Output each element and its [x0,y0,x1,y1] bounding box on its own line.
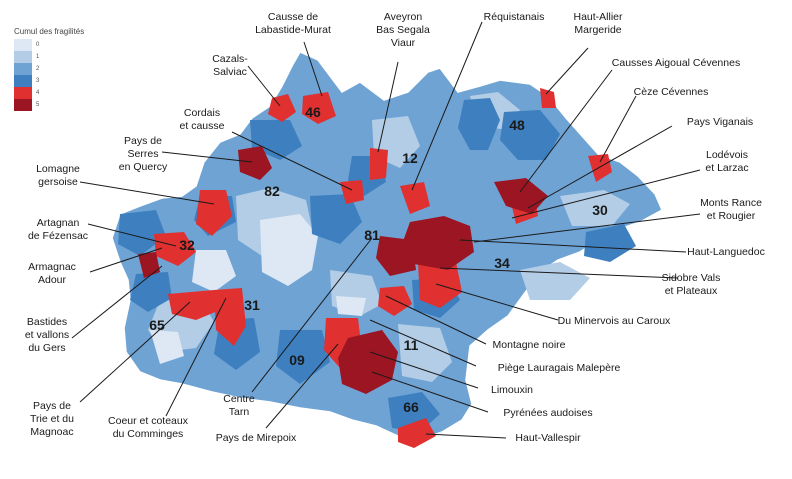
callout-label: Montagne noire [493,339,566,351]
legend-title: Cumul des fragilités [14,27,85,36]
department-label: 31 [244,297,260,313]
legend-swatch [14,51,32,63]
legend-item: 3 [14,75,84,87]
callout-label: Monts Rance et Rougier [700,197,762,222]
callout-label: Lomagne gersoise [36,163,80,188]
callout-label: Artagnan de Fézensac [28,217,88,242]
callout-label: Haut-Allier Margeride [573,11,623,36]
callout-label: Causses Aigoual Cévennes [612,57,740,69]
callout-label: Aveyron Bas Segala Viaur [376,11,430,49]
department-label: 12 [402,150,418,166]
callout-label: Réquistanais [484,11,545,23]
department-labels: 46 48 12 82 30 32 81 34 65 31 11 09 66 [149,104,608,415]
map-legend: Cumul des fragilités 0 1 2 3 4 5 [14,27,84,111]
callout-label: Cazals-Salviac [212,53,248,78]
legend-swatch [14,99,32,111]
department-label: 81 [364,227,380,243]
callout-label: Haut-Vallespir [515,432,581,444]
callout-label: Pays de Trie et du Magnoac [30,400,74,438]
callout-labels: Causse de Labastide-Murat Aveyron Bas Sega… [25,11,765,444]
department-label: 82 [264,183,280,199]
callout-label: Piège Lauragais Malepère [498,362,621,374]
department-label: 66 [403,399,419,415]
callout-label: Pyrénées audoises [503,407,592,419]
callout-label: Pays de Serres en Quercy [119,135,168,173]
legend-label: 3 [36,78,40,84]
legend-swatch [14,75,32,87]
callout-label: Du Minervois au Caroux [558,315,671,327]
department-label: 09 [289,352,305,368]
callout-label: Centre Tarn [223,393,255,418]
callout-label: Coeur et coteaux du Comminges [108,415,189,440]
callout-label: Haut-Languedoc [687,246,765,258]
department-label: 34 [494,255,510,271]
legend-label: 0 [36,42,40,48]
legend-item: 4 [14,87,84,99]
legend-label: 4 [36,90,40,96]
callout-label: Cordais et causse [180,107,225,132]
department-label: 46 [305,104,321,120]
legend-swatch [14,63,32,75]
callout-label: Lodévois et Larzac [705,149,748,174]
legend-label: 5 [36,102,40,108]
callout-label: Pays Viganais [687,116,753,128]
department-label: 65 [149,317,165,333]
high-fragility-zones [154,88,612,448]
callout-label: Pays de Mirepoix [216,432,297,444]
callout-label: Bastides et vallons du Gers [25,316,69,354]
very-high-fragility-zones [138,146,548,394]
department-label: 30 [592,202,608,218]
callout-label: Cèze Cévennes [634,86,709,98]
legend-label: 2 [36,66,40,72]
department-label: 11 [404,337,419,353]
legend-swatch [14,87,32,99]
department-label: 48 [509,117,525,133]
callout-label: Limouxin [491,384,533,396]
legend-item: 5 [14,99,84,111]
legend-item: 2 [14,63,84,75]
legend-swatch [14,39,32,51]
callout-label: Causse de Labastide-Murat [255,11,331,36]
callout-label: Armagnac Adour [28,261,76,286]
department-label: 32 [179,237,195,253]
legend-item: 0 [14,39,84,51]
legend-item: 1 [14,51,84,63]
callout-label: Sidobre Vals et Plateaux [662,272,721,297]
callout-leaders [71,21,701,439]
legend-label: 1 [36,54,40,60]
